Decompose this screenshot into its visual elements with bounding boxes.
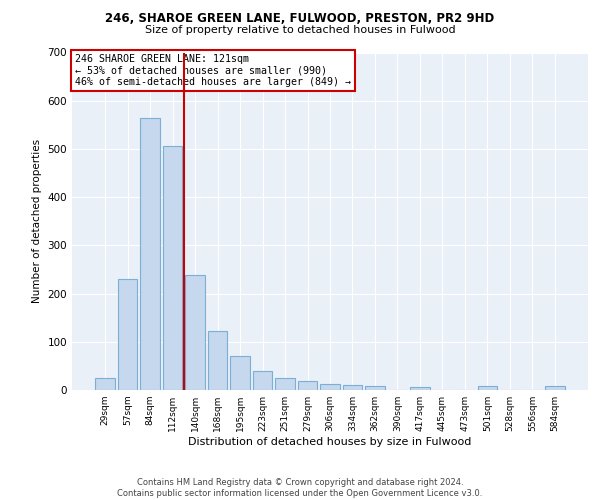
Text: 246 SHAROE GREEN LANE: 121sqm
← 53% of detached houses are smaller (990)
46% of : 246 SHAROE GREEN LANE: 121sqm ← 53% of d… bbox=[74, 54, 350, 88]
Bar bbox=[298, 382, 317, 390]
Text: Size of property relative to detached houses in Fulwood: Size of property relative to detached ho… bbox=[145, 25, 455, 35]
X-axis label: Distribution of detached houses by size in Fulwood: Distribution of detached houses by size … bbox=[188, 437, 472, 447]
Bar bbox=[320, 384, 340, 390]
Bar bbox=[365, 386, 385, 390]
Text: Contains HM Land Registry data © Crown copyright and database right 2024.
Contai: Contains HM Land Registry data © Crown c… bbox=[118, 478, 482, 498]
Bar bbox=[185, 275, 205, 390]
Bar bbox=[163, 146, 182, 390]
Bar bbox=[118, 279, 137, 390]
Bar bbox=[545, 386, 565, 390]
Bar bbox=[253, 370, 272, 390]
Y-axis label: Number of detached properties: Number of detached properties bbox=[32, 139, 42, 304]
Bar bbox=[208, 331, 227, 390]
Bar bbox=[95, 378, 115, 390]
Bar bbox=[410, 386, 430, 390]
Bar bbox=[478, 386, 497, 390]
Bar bbox=[343, 385, 362, 390]
Text: 246, SHAROE GREEN LANE, FULWOOD, PRESTON, PR2 9HD: 246, SHAROE GREEN LANE, FULWOOD, PRESTON… bbox=[106, 12, 494, 26]
Bar bbox=[230, 356, 250, 390]
Bar bbox=[275, 378, 295, 390]
Bar bbox=[140, 118, 160, 390]
